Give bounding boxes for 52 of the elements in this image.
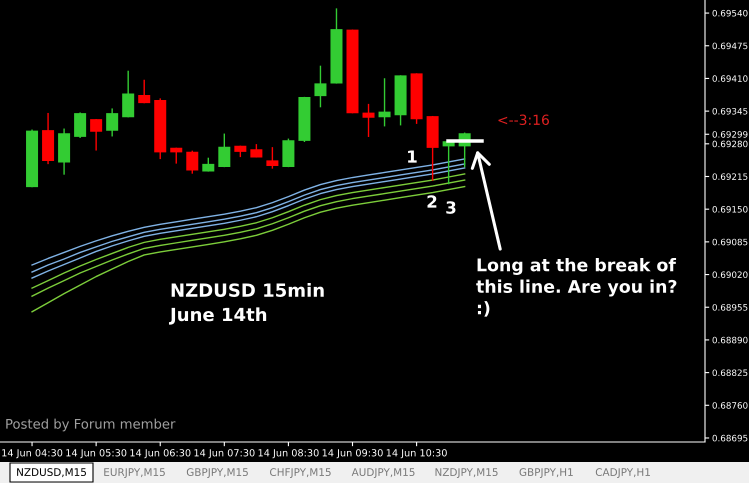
candlestick <box>234 146 246 158</box>
text: CADJPY,H1 <box>596 468 650 478</box>
annotation: NZDUSD 15min June 14th <box>168 283 324 325</box>
candlestick <box>90 118 102 151</box>
candlestick <box>74 112 86 138</box>
y-tick-label: 0.68890 <box>712 336 748 344</box>
candlestick <box>250 144 262 158</box>
candlestick <box>266 147 278 169</box>
text: GBPJPY,H1 <box>520 468 573 478</box>
y-tick-label: 0.69540 <box>712 10 748 17</box>
candlestick <box>218 134 230 168</box>
annotation: 1 <box>408 150 417 163</box>
annotation: 3 <box>446 201 456 214</box>
candlestick <box>186 150 198 174</box>
candlestick <box>314 66 326 108</box>
candlestick <box>378 78 391 126</box>
x-tick-label: 14 Jun 10:30 <box>386 449 447 458</box>
x-tick-label: 14 Jun 07:30 <box>194 449 255 458</box>
text: NZDUSD,M15 <box>17 468 86 478</box>
y-tick-label: 0.69280 <box>712 140 748 148</box>
text: GBPJPY,M15 <box>186 468 248 478</box>
x-tick-label: 14 Jun 04:30 <box>2 449 62 458</box>
candlestick <box>362 104 375 137</box>
x-tick-label: 14 Jun 05:30 <box>66 449 126 458</box>
x-tick-label: 14 Jun 06:30 <box>130 449 190 458</box>
y-tick-label: 0.68695 <box>712 434 748 442</box>
annotation: Posted by Forum member <box>6 418 176 432</box>
y-tick-label: 0.69085 <box>712 238 748 246</box>
candlestick <box>122 70 134 118</box>
candlestick <box>170 148 182 164</box>
y-tick-label: 0.69020 <box>712 271 748 278</box>
y-tick-label: 0.68760 <box>712 402 748 409</box>
annotation: 2 <box>428 195 436 208</box>
x-tick-label: 14 Jun 08:30 <box>258 449 319 458</box>
y-tick-label: 0.69345 <box>712 108 748 115</box>
y-tick-label: 0.68955 <box>712 304 748 311</box>
annotation: <--3:16 <box>498 114 549 126</box>
y-tick-label: 0.69215 <box>712 173 748 180</box>
y-tick-label: 0.69475 <box>712 42 748 50</box>
candlestick <box>202 158 214 172</box>
text: AUDJPY,M15 <box>352 468 414 478</box>
text: NZDJPY,M15 <box>436 468 498 478</box>
x-tick-label: 14 Jun 09:30 <box>322 449 383 458</box>
y-tick-label: 0.69299 <box>712 131 748 138</box>
text: EURJPY,M15 <box>104 468 165 478</box>
text: CHFJPY,M15 <box>270 468 331 478</box>
y-tick-label: 0.69150 <box>712 206 748 213</box>
candlestick <box>106 108 118 136</box>
annotation: Long at the break of this line. Are you in? :) <box>476 258 676 317</box>
candlestick <box>138 80 150 104</box>
y-tick-label: 0.68825 <box>712 369 748 376</box>
y-tick-label: 0.69410 <box>712 75 748 82</box>
